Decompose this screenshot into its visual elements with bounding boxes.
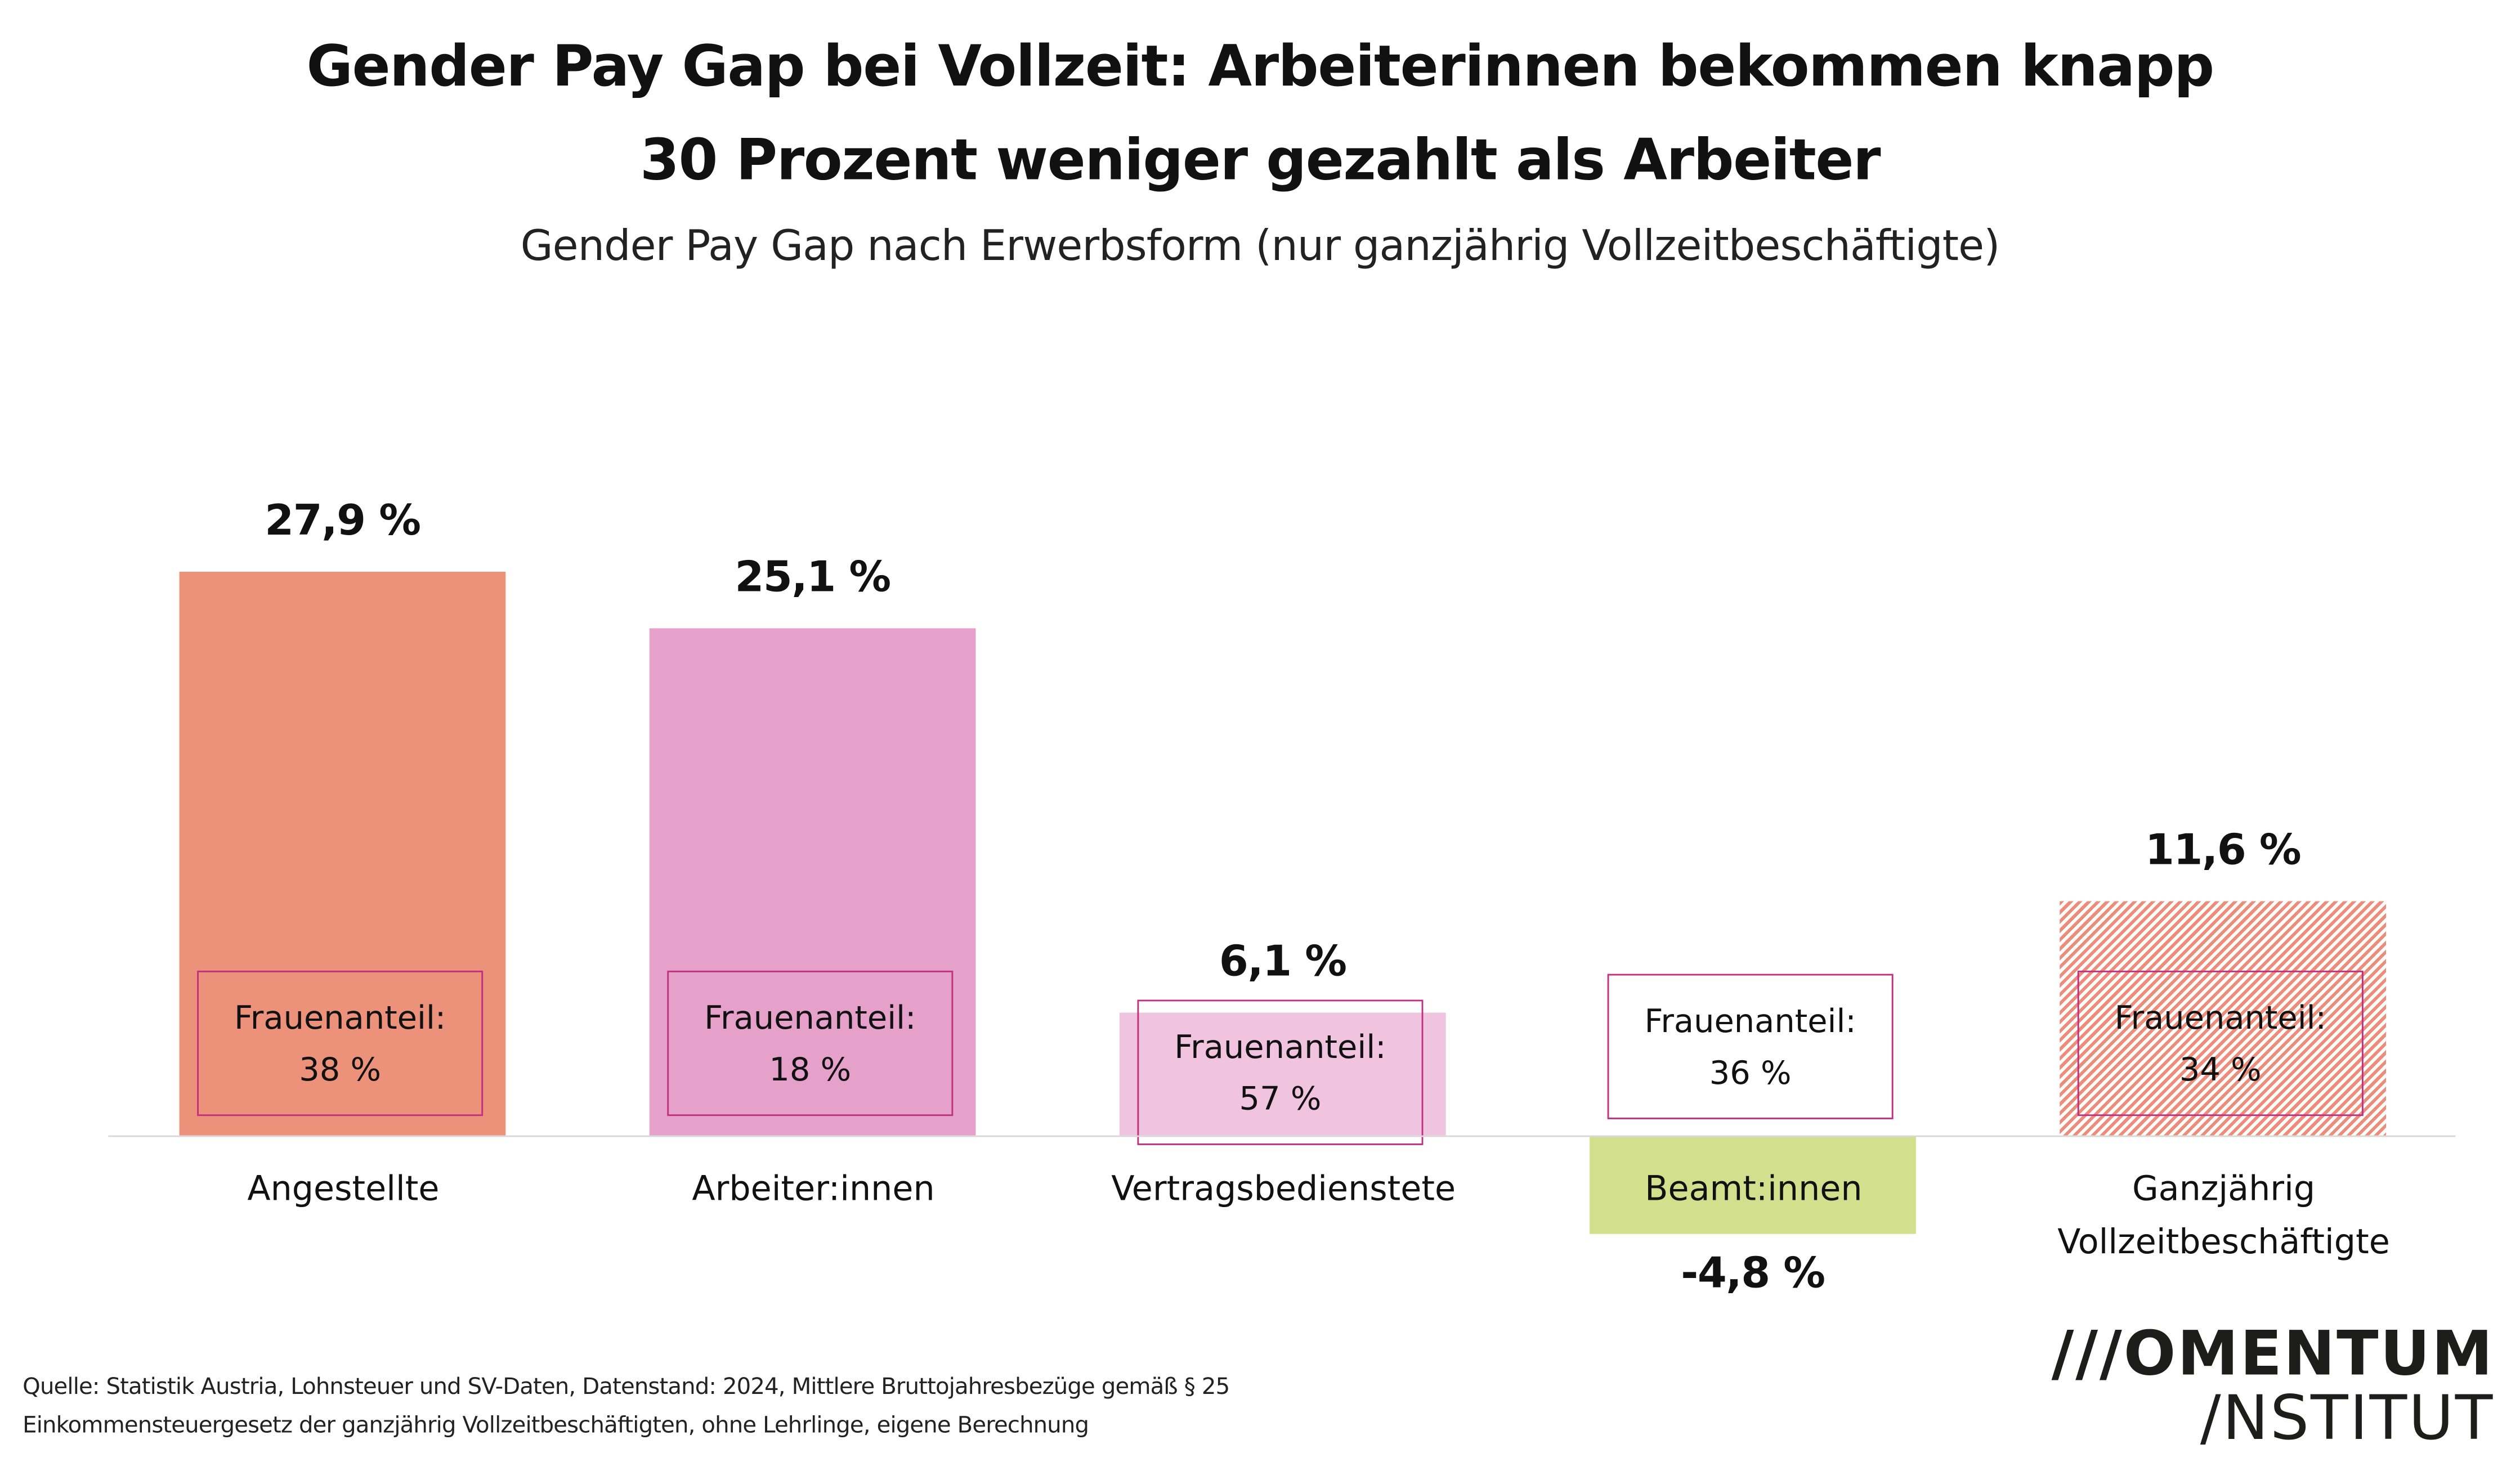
frauenanteil-value: 36 %: [1709, 1053, 1792, 1092]
chart-subtitle: Gender Pay Gap nach Erwerbsform (nur gan…: [520, 223, 2000, 272]
frauenanteil-box: Frauenanteil: 34 %: [2077, 970, 2364, 1116]
chart-title-line1: Gender Pay Gap bei Vollzeit: Arbeiterinn…: [306, 35, 2214, 100]
category-label: Vertragsbedienstete: [1049, 1163, 1519, 1216]
frauenanteil-box: Frauenanteil: 57 %: [1137, 999, 1424, 1145]
category-label-line: Vertragsbedienstete: [1111, 1169, 1456, 1208]
frauenanteil-label: Frauenanteil:: [1174, 1027, 1386, 1066]
value-label: 27,9 %: [265, 497, 421, 546]
value-label: -4,8 %: [1681, 1250, 1825, 1299]
zero-axis-line: [108, 1135, 2456, 1137]
frauenanteil-value: 57 %: [1239, 1079, 1322, 1118]
frauenanteil-label: Frauenanteil:: [2114, 998, 2326, 1037]
frauenanteil-value: 18 %: [769, 1050, 852, 1089]
logo-line-2: /NSTITUT: [2200, 1382, 2495, 1454]
bar-1: [649, 629, 976, 1136]
bar-3: [1590, 1137, 1916, 1234]
category-label-line: Ganzjährig: [2132, 1169, 2316, 1208]
category-label-line: Vollzeitbeschäftigte: [2057, 1222, 2390, 1262]
category-label-line: Beamt:innen: [1645, 1169, 1863, 1208]
frauenanteil-value: 38 %: [299, 1050, 382, 1089]
category-label: Beamt:innen: [1519, 1163, 1989, 1216]
frauenanteil-box: Frauenanteil: 36 %: [1607, 974, 1894, 1119]
category-label: Angestellte: [108, 1163, 578, 1216]
source-line-2: Einkommensteuergesetz der ganzjährig Vol…: [23, 1413, 1089, 1439]
frauenanteil-box: Frauenanteil: 18 %: [667, 970, 954, 1116]
frauenanteil-value: 34 %: [2179, 1050, 2262, 1089]
frauenanteil-box: Frauenanteil: 38 %: [197, 970, 484, 1116]
logo-line-1: ///OMENTUM: [2051, 1317, 2495, 1389]
value-label: 11,6 %: [2145, 827, 2302, 876]
source-note: Quelle: Statistik Austria, Lohnsteuer un…: [23, 1368, 1230, 1446]
category-label: Ganzjährig Vollzeitbeschäftigte: [1989, 1163, 2459, 1269]
bar-0: [179, 572, 506, 1136]
momentum-institut-logo: ///OMENTUM /NSTITUT: [2052, 1321, 2495, 1451]
frauenanteil-label: Frauenanteil:: [1644, 1001, 1856, 1041]
category-label-line: Arbeiter:innen: [692, 1169, 935, 1208]
bar-4: [2060, 901, 2386, 1136]
value-label: 6,1 %: [1219, 938, 1347, 986]
source-line-1: Quelle: Statistik Austria, Lohnsteuer un…: [23, 1374, 1230, 1401]
chart-title-line2: 30 Prozent weniger gezahlt als Arbeiter: [640, 129, 1881, 194]
frauenanteil-label: Frauenanteil:: [704, 998, 916, 1037]
bar-2: [1119, 1012, 1446, 1136]
category-label: Arbeiter:innen: [578, 1163, 1048, 1216]
frauenanteil-label: Frauenanteil:: [234, 998, 446, 1037]
category-label-line: Angestellte: [247, 1169, 440, 1208]
value-label: 25,1 %: [735, 554, 891, 603]
